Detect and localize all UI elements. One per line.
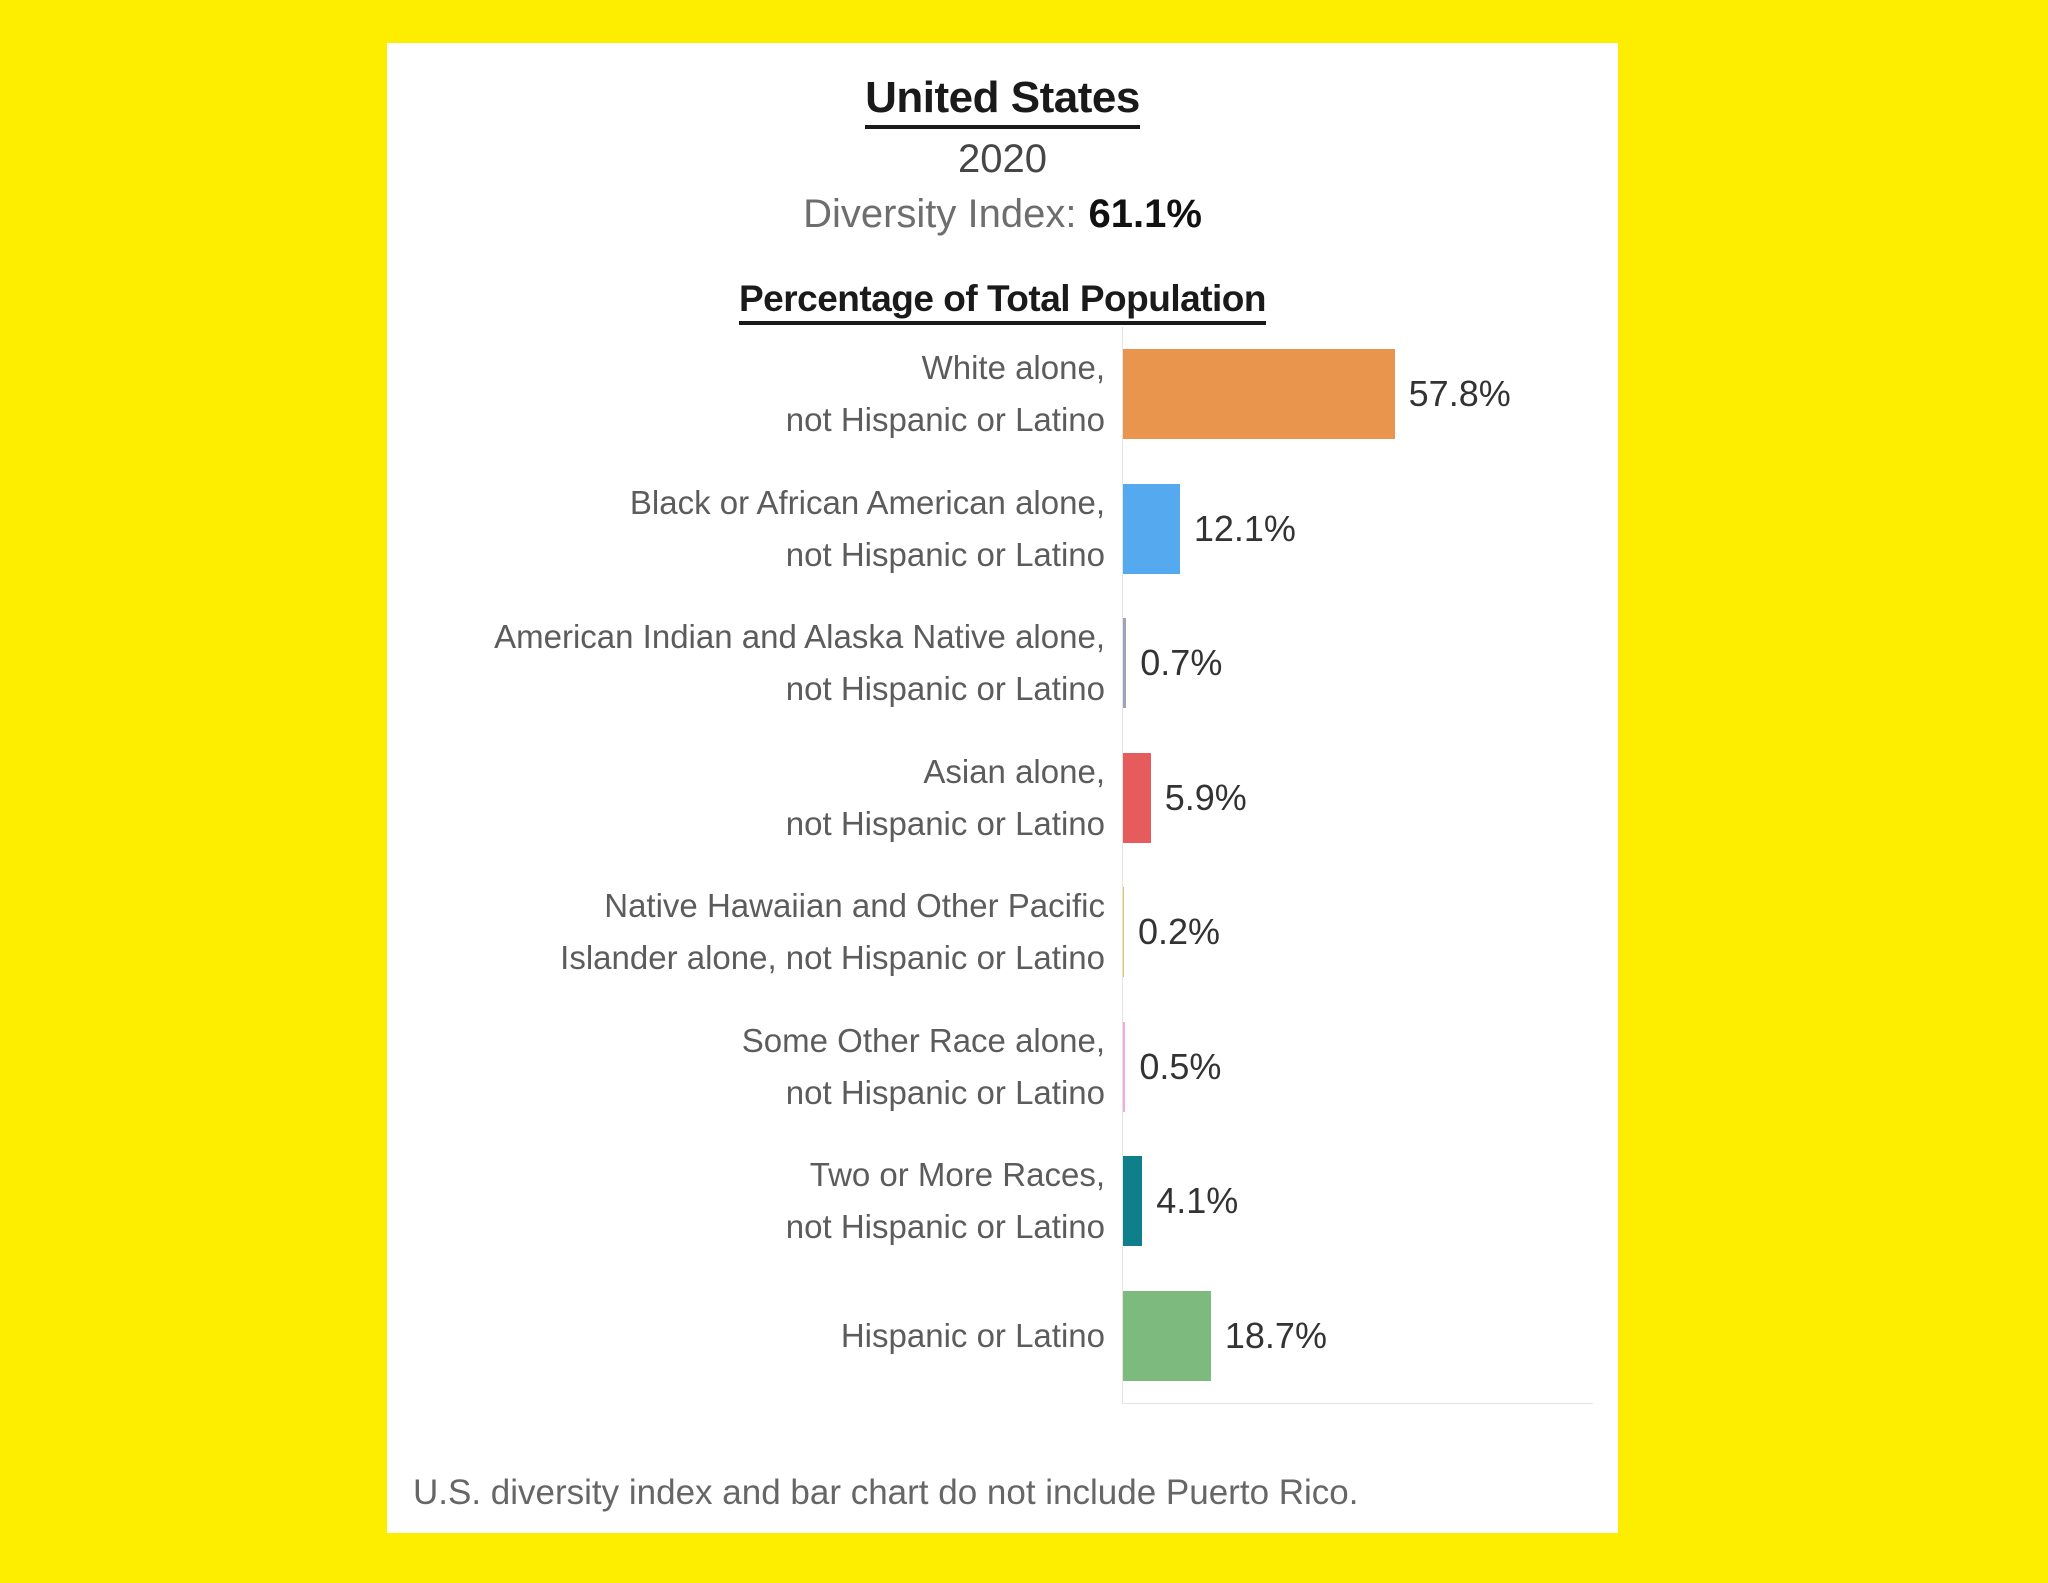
bar-row: Some Other Race alone, not Hispanic or La… [387,999,1593,1134]
bar-row: American Indian and Alaska Native alone,… [387,596,1593,731]
bar[interactable] [1123,887,1124,978]
bar-row: Asian alone, not Hispanic or Latino 5.9% [387,730,1593,865]
bar-cell: 0.7% [1122,596,1593,731]
bar-chart: White alone, not Hispanic or Latino 57.8%… [387,327,1593,1403]
region-title: United States [387,69,1618,129]
region-title-text: United States [865,73,1140,129]
bar-row: Two or More Races, not Hispanic or Latino… [387,1134,1593,1269]
bar-row: Black or African American alone, not Hisp… [387,461,1593,596]
bar-cell: 18.7% [1122,1268,1593,1403]
category-label: Native Hawaiian and Other Pacific Islande… [560,887,1105,977]
value-label: 57.8% [1408,373,1511,415]
bar[interactable] [1123,618,1127,709]
value-label: 18.7% [1224,1314,1327,1356]
bar[interactable] [1123,349,1395,440]
bar[interactable] [1123,752,1151,843]
bar-cell: 5.9% [1122,730,1593,865]
value-label: 0.2% [1138,911,1221,953]
category-label: Two or More Races, not Hispanic or Latino [785,1156,1105,1246]
category-label: Black or African American alone, not Hisp… [629,483,1105,573]
bar-cell: 12.1% [1122,461,1593,596]
bar-cell: 57.8% [1122,327,1593,462]
category-label: White alone, not Hispanic or Latino [785,349,1105,439]
value-label: 4.1% [1156,1180,1239,1222]
bar-row: White alone, not Hispanic or Latino 57.8% [387,327,1593,462]
axis-bottom-line [1122,1403,1593,1404]
diversity-index-label: Diversity Index: [803,192,1077,236]
category-label: Some Other Race alone, not Hispanic or La… [741,1021,1105,1111]
category-label: American Indian and Alaska Native alone,… [494,618,1105,708]
bar[interactable] [1123,1290,1211,1381]
value-label: 0.7% [1140,642,1223,684]
bar-row: Hispanic or Latino 18.7% [387,1268,1593,1403]
bar[interactable] [1123,483,1180,574]
bar-cell: 0.2% [1122,865,1593,1000]
diversity-index-line: Diversity Index: 61.1% [387,187,1618,241]
bar[interactable] [1123,1021,1126,1112]
header: United States 2020 Diversity Index: 61.1% [387,69,1618,241]
viz-card: United States 2020 Diversity Index: 61.1%… [387,43,1618,1533]
footnote: U.S. diversity index and bar chart do no… [413,1473,1359,1512]
bar-row: Native Hawaiian and Other Pacific Islande… [387,865,1593,1000]
bar-cell: 0.5% [1122,999,1593,1134]
value-label: 12.1% [1193,507,1296,549]
year-label: 2020 [958,137,1047,181]
category-label: Hispanic or Latino [840,1316,1105,1354]
chart-title: Percentage of Total Population [387,277,1618,325]
value-label: 5.9% [1164,776,1247,818]
category-label: Asian alone, not Hispanic or Latino [785,752,1105,842]
value-label: 0.5% [1139,1045,1222,1087]
chart-title-text: Percentage of Total Population [738,278,1267,325]
bar[interactable] [1123,1156,1143,1247]
bar-cell: 4.1% [1122,1134,1593,1269]
diversity-index-value: 61.1% [1088,192,1202,236]
